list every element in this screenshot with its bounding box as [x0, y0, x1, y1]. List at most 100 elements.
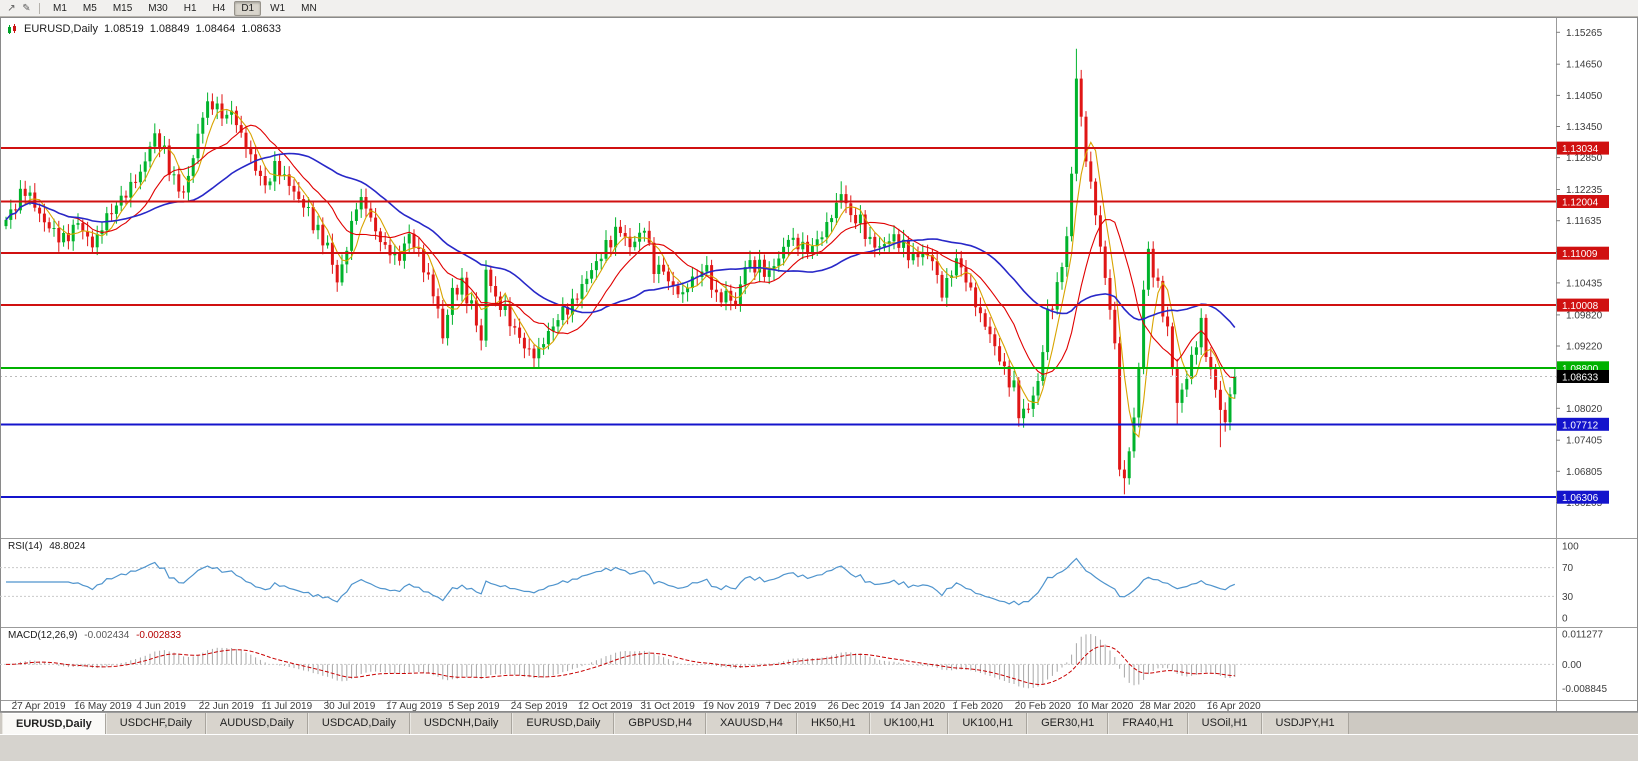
chart-tab-usdchf-daily[interactable]: USDCHF,Daily: [105, 713, 206, 734]
chart-tab-eurusd-daily[interactable]: EURUSD,Daily: [2, 713, 106, 734]
hline-price-box: [1557, 141, 1609, 155]
chart-tabs-bar: EURUSD,Daily USDCHF,Daily AUDUSD,Daily USDC…: [0, 712, 1638, 734]
macd-axis-label: 0.011277: [1562, 630, 1603, 641]
ma-fast-line: [5, 108, 1235, 438]
candle-body: [66, 233, 70, 242]
timeframe-button-h1[interactable]: H1: [183, 2, 197, 14]
candle-body: [964, 267, 968, 283]
candle-body: [4, 219, 8, 227]
date-label: 16 May 2019: [74, 701, 132, 712]
candle-body: [1122, 469, 1126, 479]
candle-body: [748, 260, 752, 268]
chart-canvas: 100 70 30 0 0.011277 0.00 -0.008845 1.15265 1.14…: [0, 17, 1638, 712]
price-axis-label: 1.09220: [1566, 341, 1603, 352]
chart-tab-fra40-h1[interactable]: FRA40,H1: [1108, 713, 1188, 734]
candle-body: [470, 300, 474, 304]
macd-value: -0.002434: [84, 630, 130, 641]
chart-tab-usdcnh-daily[interactable]: USDCNH,Daily: [409, 713, 513, 734]
candle-body: [1113, 309, 1117, 344]
chart-tab-usoil-h1[interactable]: USOil,H1: [1187, 713, 1262, 734]
current-price-box: [1557, 370, 1609, 383]
chart-tab-uk100-h1[interactable]: UK100,H1: [869, 713, 949, 734]
candle-body: [1022, 408, 1026, 419]
chart-tab-eurusd-daily[interactable]: EURUSD,Daily: [512, 713, 615, 734]
candle-body: [38, 207, 42, 214]
chart-tab-ger30-h1[interactable]: GER30,H1: [1027, 713, 1109, 734]
candle-body: [839, 194, 843, 203]
candle-body: [887, 241, 891, 245]
candle-body: [743, 267, 747, 285]
candle-body: [258, 170, 262, 176]
candle-body: [849, 203, 853, 216]
candle-body: [172, 174, 176, 176]
timeframe-button-m1[interactable]: M1: [53, 2, 67, 14]
date-label: 10 Mar 2020: [1077, 701, 1134, 712]
candle-body: [882, 244, 886, 247]
candle-body: [1146, 248, 1150, 290]
candle-body: [244, 132, 248, 149]
chart-tab-uk100-h1[interactable]: UK100,H1: [948, 713, 1028, 734]
chart-tab-audusd-daily[interactable]: AUDUSD,Daily: [205, 713, 308, 734]
candle-body: [417, 247, 421, 249]
candle-body: [76, 223, 80, 225]
candle-body: [196, 133, 200, 159]
hline-price-label: 1.06306: [1562, 493, 1599, 504]
candle-body: [854, 215, 858, 224]
candle-body: [374, 217, 378, 232]
candle-body: [28, 192, 32, 196]
candle-body: [1103, 246, 1107, 278]
timeframe-button-m30[interactable]: M30: [148, 2, 168, 14]
candle-body: [681, 292, 685, 295]
candle-body: [1084, 116, 1088, 162]
candle-body: [1151, 248, 1155, 278]
timeframe-button-m5[interactable]: M5: [82, 2, 97, 14]
candle-body: [234, 110, 238, 126]
timeframe-button-mn[interactable]: MN: [301, 2, 317, 14]
date-label: 16 Apr 2020: [1207, 701, 1261, 712]
candle-body: [738, 284, 742, 304]
rsi-value: 48.8024: [49, 541, 86, 552]
chart-tab-gbpusd-h4[interactable]: GBPUSD,H4: [614, 713, 706, 734]
chart-tab-usdjpy-h1[interactable]: USDJPY,H1: [1261, 713, 1349, 734]
candle-body: [724, 290, 728, 303]
timeframe-button-d1[interactable]: D1: [234, 0, 262, 16]
candle-body: [710, 265, 714, 290]
candle-body: [628, 236, 632, 248]
timeframe-button-w1[interactable]: W1: [270, 2, 286, 14]
cursor-arrow-icon[interactable]: ↗: [7, 2, 16, 14]
date-label: 1 Feb 2020: [952, 701, 1003, 712]
candle-body: [95, 234, 99, 248]
candle-body: [249, 148, 253, 155]
chart-tab-hk50-h1[interactable]: HK50,H1: [796, 713, 870, 734]
date-label: 7 Dec 2019: [765, 701, 817, 712]
price-axis-label: 1.06805: [1566, 467, 1603, 478]
candle-body: [527, 348, 531, 350]
candle-body: [777, 258, 781, 267]
macd-signal-value: -0.002833: [136, 630, 182, 641]
chart-tab-usdcad-daily[interactable]: USDCAD,Daily: [307, 713, 410, 734]
timeframe-button-m15[interactable]: M15: [112, 2, 133, 14]
hline-price-label: 1.12004: [1562, 198, 1599, 209]
trendline-pencil-icon[interactable]: ✎: [22, 2, 31, 14]
candle-body: [614, 226, 618, 248]
hline-price-box: [1557, 298, 1609, 312]
candle-body: [820, 237, 824, 240]
candle-body: [436, 296, 440, 309]
candle-body: [465, 277, 469, 304]
candle-body: [383, 242, 387, 245]
candle-body: [254, 154, 258, 171]
price-axis-label: 1.12235: [1566, 185, 1603, 196]
candle-body: [57, 228, 61, 243]
candle-body: [359, 197, 363, 210]
macd-signal-line: [5, 645, 1235, 686]
chart-background: [0, 17, 1638, 712]
chart-tab-xauusd-h4[interactable]: XAUUSD,H4: [705, 713, 797, 734]
timeframe-button-h4[interactable]: H4: [212, 2, 226, 14]
candle-body: [542, 344, 546, 348]
candle-body: [1017, 380, 1021, 419]
candle-body: [878, 246, 882, 248]
candle-body: [1204, 317, 1208, 357]
candle-body: [1218, 389, 1222, 410]
candle-body: [287, 174, 291, 186]
macd-axis-label: -0.008845: [1562, 684, 1607, 695]
